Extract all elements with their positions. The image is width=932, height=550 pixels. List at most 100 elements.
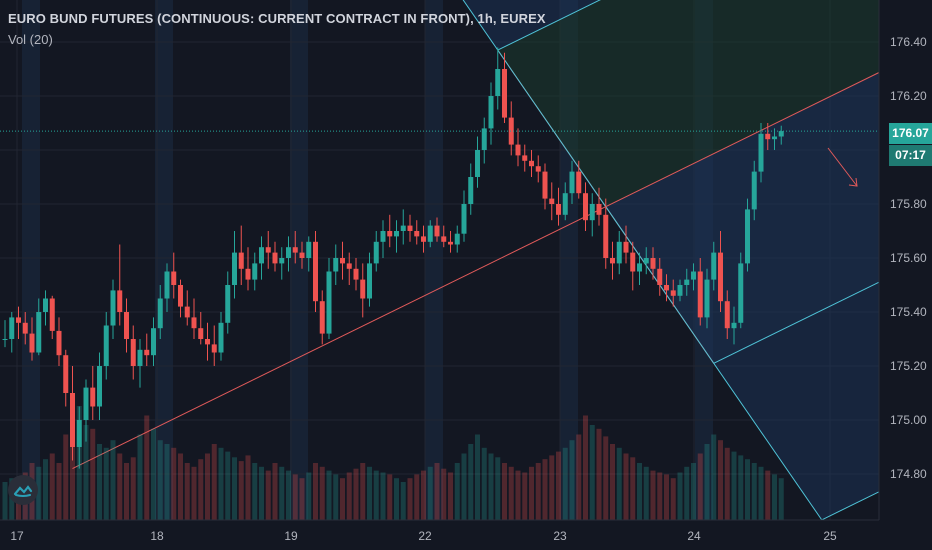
projection-arrow-line	[827, 147, 858, 187]
time-axis-bg	[0, 520, 932, 550]
candle-body	[151, 328, 156, 356]
candle-body	[171, 271, 177, 285]
volume-bar	[360, 463, 366, 520]
volume-bar	[178, 453, 183, 520]
candle-body	[765, 133, 771, 140]
volume-bar	[657, 472, 663, 520]
volume-bar	[556, 451, 561, 520]
volume-bar	[697, 453, 703, 520]
volume-bar	[461, 453, 467, 520]
candle-body	[630, 252, 636, 272]
volume-bar	[670, 478, 676, 520]
volume-bar	[495, 457, 501, 520]
volume-bar	[43, 459, 48, 520]
candle-body	[610, 258, 615, 264]
candle-body	[643, 258, 649, 264]
candle-body	[279, 258, 285, 264]
candle-body	[495, 69, 501, 96]
time-tick-label: 25	[823, 529, 837, 543]
price-tick-label: 175.20	[890, 359, 927, 373]
candle-body	[245, 268, 251, 280]
candle-body	[454, 233, 460, 245]
candle-body	[43, 298, 48, 312]
candle-body	[36, 312, 42, 353]
volume-bar	[576, 434, 582, 520]
candle-body	[144, 349, 150, 356]
volume-bar	[542, 459, 548, 520]
volume-bar	[583, 415, 588, 520]
pitchfork-upper-fill	[497, 0, 879, 207]
candle-body	[198, 328, 204, 339]
volume-bar	[454, 463, 460, 520]
volume-bar	[117, 453, 123, 520]
volume-bar	[171, 447, 177, 520]
candle-body	[286, 247, 291, 258]
candle-body	[515, 144, 521, 156]
volume-bar	[677, 472, 683, 520]
candle-body	[373, 241, 379, 264]
volume-bar	[83, 425, 89, 520]
candle-body	[313, 241, 318, 302]
tradingview-cloud-icon[interactable]	[8, 475, 38, 505]
candle-body	[205, 339, 210, 345]
candle-body	[623, 241, 629, 253]
volume-bar	[691, 463, 696, 520]
volume-bar	[610, 444, 615, 520]
candle-body	[569, 171, 575, 194]
candle-body	[137, 349, 143, 366]
pitchfork-bottom-fill	[713, 282, 879, 520]
candle-body	[562, 193, 568, 215]
volume-bar	[488, 453, 494, 520]
candle-body	[299, 252, 305, 258]
candle-body	[427, 225, 433, 242]
volume-bar	[137, 434, 143, 520]
candle-body	[238, 252, 244, 269]
projection-arrow-head	[848, 177, 858, 187]
volume-bar	[427, 466, 433, 520]
volume-bar	[434, 463, 440, 520]
price-tick-label: 175.60	[890, 251, 927, 265]
volume-bar	[299, 478, 305, 520]
candle-body	[90, 387, 96, 407]
volume-bar	[603, 436, 609, 520]
price-tick-label: 176.20	[890, 89, 927, 103]
volume-bar	[333, 474, 339, 520]
price-axis-bg	[879, 0, 932, 550]
candle-body	[394, 231, 399, 237]
candle-body	[16, 317, 21, 323]
volume-bar	[724, 447, 730, 520]
volume-bar	[380, 472, 386, 520]
candle-body	[758, 133, 764, 172]
candle-body	[380, 231, 386, 242]
volume-bar	[508, 466, 514, 520]
volume-bar	[319, 466, 325, 520]
volume-bar	[745, 459, 750, 520]
volume-bar	[468, 444, 474, 520]
candle-body	[691, 271, 696, 280]
volume-bar	[704, 444, 710, 520]
volume-bar	[664, 474, 669, 520]
volume-bar	[2, 482, 8, 520]
volume-bar	[731, 451, 737, 520]
volume-bar	[110, 440, 116, 520]
candle-body	[29, 333, 35, 353]
candle-body	[367, 263, 372, 299]
volume-bar	[279, 466, 285, 520]
candle-body	[259, 247, 264, 264]
volume-bar	[400, 482, 406, 520]
price-tick-label: 175.40	[890, 305, 927, 319]
time-tick-label: 17	[10, 529, 24, 543]
bar-countdown-badge: 07:17	[889, 145, 932, 166]
candle-body	[475, 150, 480, 177]
session-shade	[425, 0, 443, 520]
volume-indicator-label[interactable]: Vol (20)	[8, 32, 53, 47]
volume-bar	[650, 470, 656, 520]
time-tick-label: 24	[687, 529, 701, 543]
volume-bar	[144, 415, 150, 520]
candle-body	[549, 198, 555, 204]
volume-bar	[387, 474, 393, 520]
candle-body	[522, 155, 528, 161]
volume-bar	[765, 470, 771, 520]
volume-bar	[529, 466, 534, 520]
